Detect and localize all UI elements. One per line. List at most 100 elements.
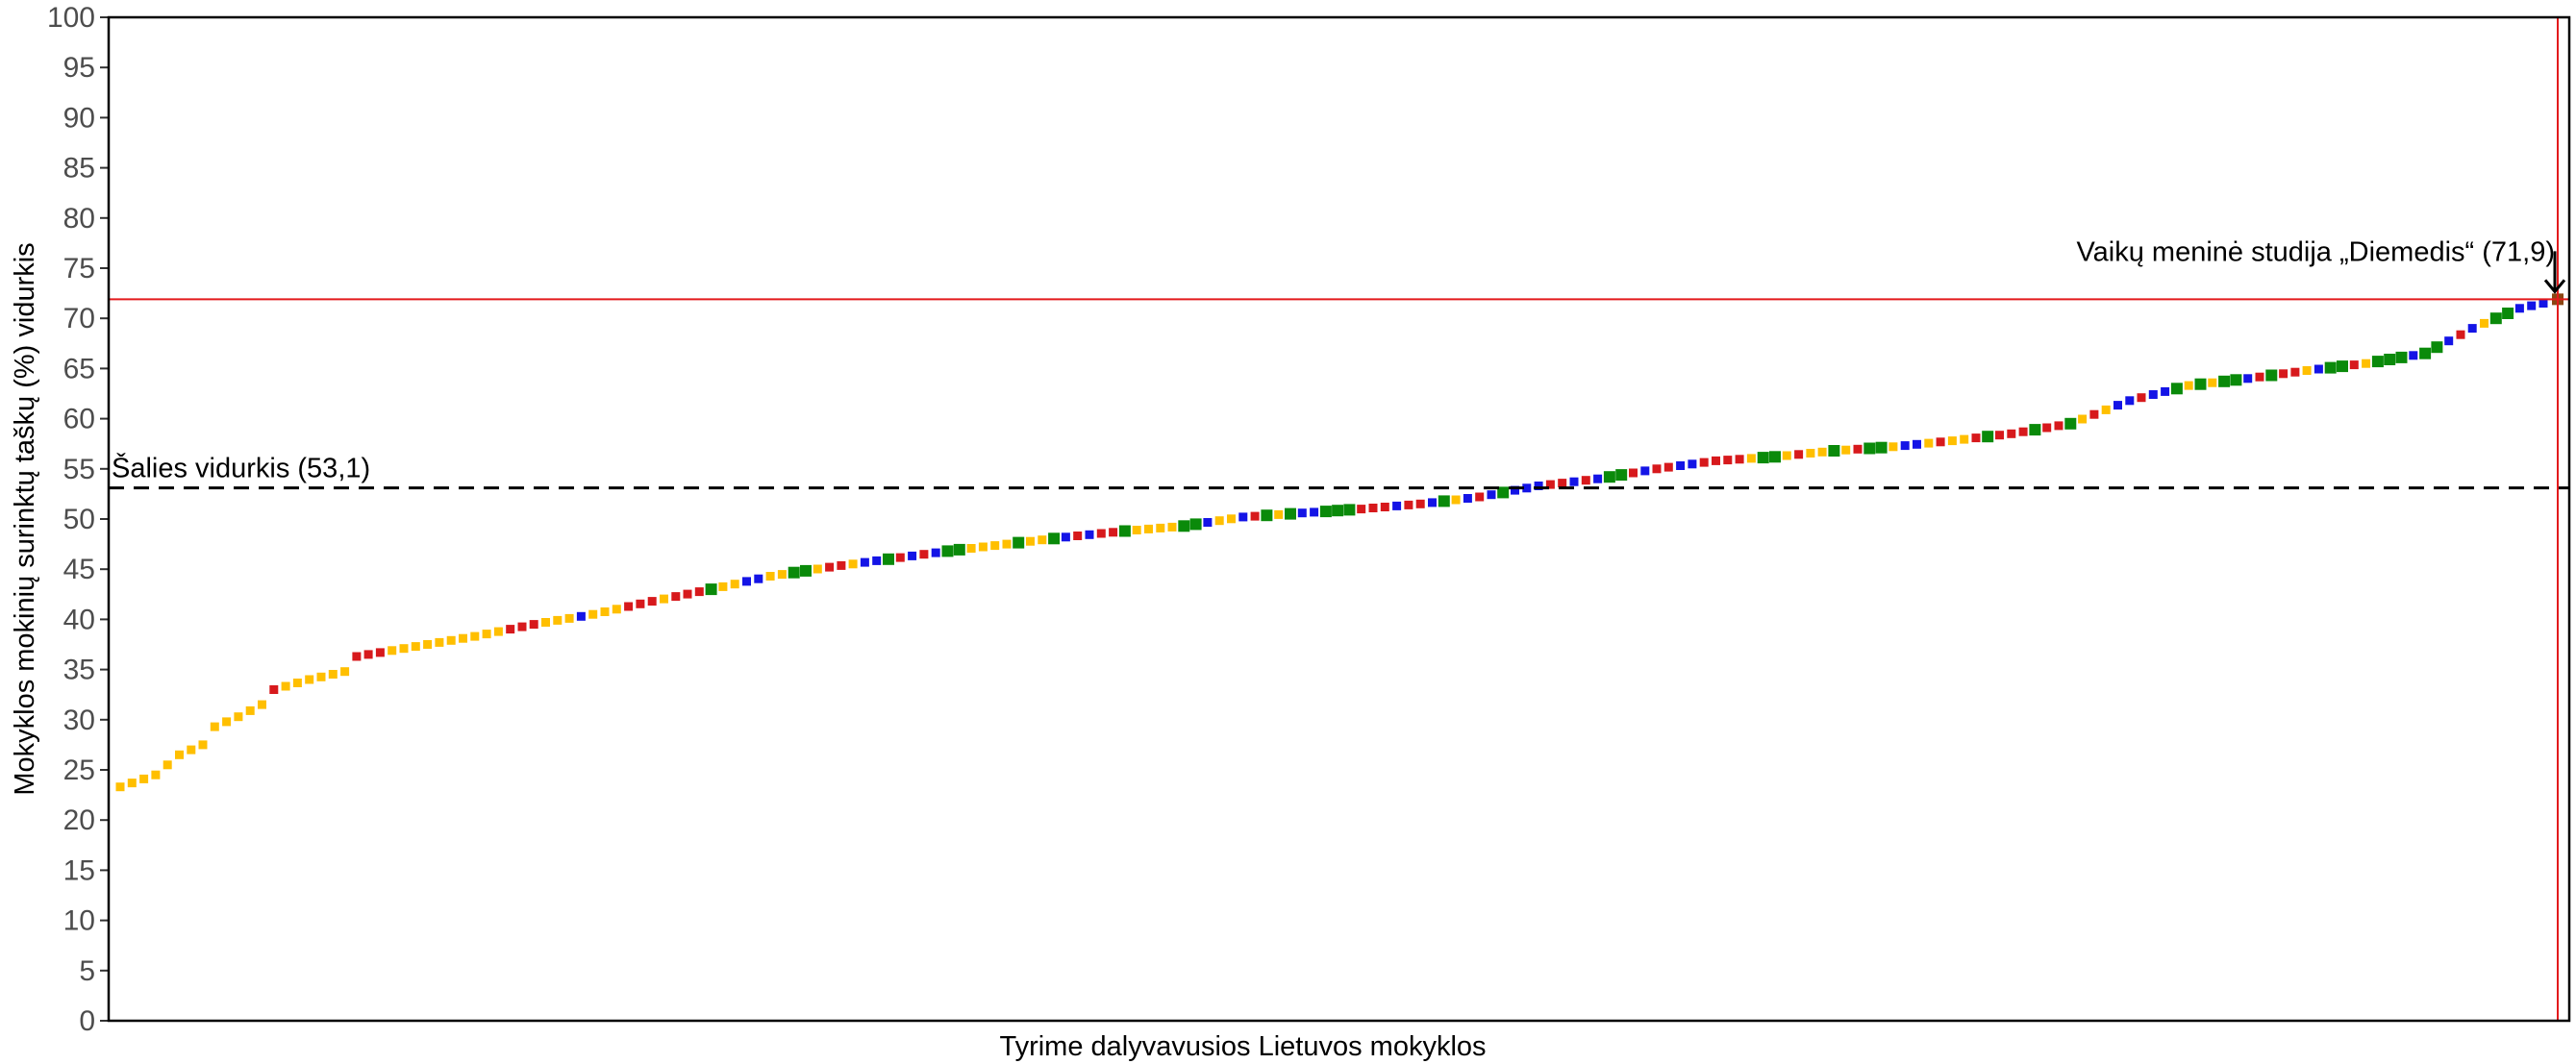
school-point xyxy=(919,550,929,559)
school-point xyxy=(210,722,219,731)
school-point xyxy=(671,592,681,602)
y-tick-label: 10 xyxy=(63,905,95,937)
school-point xyxy=(2362,359,2371,368)
school-point xyxy=(1332,505,1344,517)
school-point xyxy=(1497,486,1510,499)
school-point xyxy=(931,548,940,557)
school-point xyxy=(2194,378,2207,390)
school-point xyxy=(1863,442,1876,455)
school-point xyxy=(388,646,397,656)
school-point xyxy=(1357,505,1366,514)
school-point xyxy=(1132,526,1141,534)
school-point xyxy=(564,613,574,623)
school-point xyxy=(553,615,563,625)
y-tick-label: 55 xyxy=(63,454,95,485)
school-point xyxy=(1924,438,1934,448)
school-point xyxy=(2054,421,2063,431)
school-point xyxy=(529,620,538,630)
school-point xyxy=(482,630,491,639)
school-point xyxy=(1038,535,1047,545)
school-point xyxy=(1853,444,1863,454)
school-point xyxy=(953,543,965,556)
school-point xyxy=(1214,516,1224,526)
school-point xyxy=(647,597,657,606)
school-point xyxy=(636,599,645,608)
school-point xyxy=(1118,525,1131,537)
school-point xyxy=(2409,351,2418,360)
school-point xyxy=(1310,507,1319,517)
y-tick-label: 80 xyxy=(63,203,95,235)
school-point xyxy=(1238,512,1248,522)
y-tick-label: 20 xyxy=(63,804,95,836)
school-point xyxy=(825,562,835,572)
highlight-arrow-icon xyxy=(2543,251,2566,294)
school-point xyxy=(1817,447,1827,457)
school-point xyxy=(1875,441,1888,454)
school-point xyxy=(1888,442,1898,452)
school-point xyxy=(127,779,137,788)
school-point xyxy=(895,553,905,562)
school-point xyxy=(151,770,161,779)
school-point xyxy=(1343,504,1356,516)
school-point xyxy=(115,782,125,792)
school-point xyxy=(872,556,882,565)
school-point xyxy=(1652,464,1662,474)
school-point xyxy=(2208,378,2217,387)
y-tick-label: 100 xyxy=(47,2,95,34)
school-point xyxy=(517,622,527,631)
school-point xyxy=(2337,360,2348,373)
school-point xyxy=(1203,518,1213,527)
school-point xyxy=(1487,490,1496,500)
school-point xyxy=(1593,474,1603,483)
school-point xyxy=(1463,494,1472,503)
school-point xyxy=(1438,495,1450,507)
school-point xyxy=(2395,351,2408,363)
school-point xyxy=(705,583,717,596)
school-point xyxy=(966,544,976,553)
y-tick-label: 95 xyxy=(63,52,95,84)
school-point xyxy=(1735,455,1744,464)
school-point xyxy=(1368,504,1378,512)
school-point xyxy=(1936,437,1945,447)
school-point xyxy=(1167,522,1177,532)
school-point xyxy=(1451,495,1461,505)
school-point xyxy=(754,574,763,583)
y-tick-label: 40 xyxy=(63,604,95,635)
national-mean-label: Šalies vidurkis (53,1) xyxy=(112,452,370,484)
school-point xyxy=(1746,454,1756,463)
school-point xyxy=(1806,449,1815,458)
school-point xyxy=(788,566,800,579)
school-point xyxy=(1261,509,1273,522)
school-point xyxy=(1026,536,1035,546)
school-point xyxy=(163,760,172,770)
school-point xyxy=(1285,507,1296,520)
school-point xyxy=(423,640,433,649)
school-point xyxy=(2489,312,2502,325)
school-point xyxy=(683,589,692,599)
school-point xyxy=(2018,427,2028,436)
school-point xyxy=(2230,374,2242,386)
school-point xyxy=(1534,482,1543,490)
school-point xyxy=(1144,524,1153,533)
school-point xyxy=(777,570,787,580)
school-point xyxy=(2349,360,2359,370)
school-point xyxy=(1061,532,1070,542)
school-point xyxy=(694,587,704,597)
school-point xyxy=(446,635,456,645)
school-point xyxy=(2218,375,2231,387)
school-point xyxy=(2279,369,2288,379)
school-point xyxy=(2029,424,2041,436)
school-point xyxy=(2431,341,2443,354)
school-point xyxy=(493,627,503,636)
school-point xyxy=(1971,433,1981,443)
school-point xyxy=(1415,499,1425,508)
school-point xyxy=(187,745,196,755)
y-tick-label: 15 xyxy=(63,854,95,886)
school-point xyxy=(2527,301,2537,310)
school-point xyxy=(1995,431,2004,440)
x-axis-title: Tyrime dalyvavusios Lietuvos mokyklos xyxy=(999,1031,1486,1062)
school-point xyxy=(1475,492,1485,502)
school-point xyxy=(600,607,610,616)
school-point xyxy=(612,605,621,614)
school-point xyxy=(139,774,149,783)
